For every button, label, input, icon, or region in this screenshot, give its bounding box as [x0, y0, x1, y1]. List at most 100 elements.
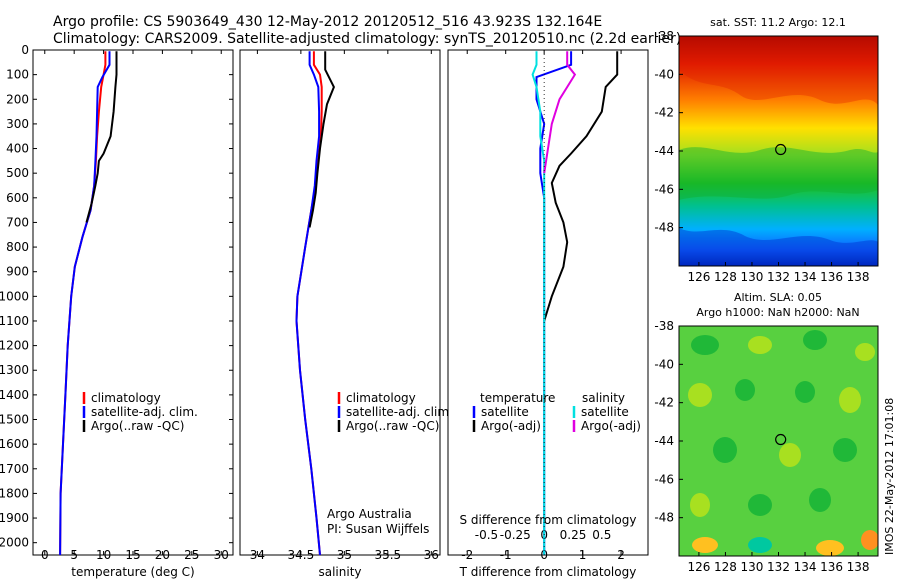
legend-label-climatology: climatology [346, 391, 416, 405]
x-tick-label: 10 [96, 548, 111, 562]
x-tick-label: 15 [125, 548, 140, 562]
x-tick-label: 25 [184, 548, 199, 562]
legend-label-sal-argo: Argo(-adj) [581, 419, 641, 433]
depth-tick-label: 1300 [0, 363, 29, 377]
sla-map-title-line-1: Altim. SLA: 0.05 [734, 291, 822, 304]
x-tick-label: 2 [617, 548, 625, 562]
map-y-tick-label: -38 [654, 319, 674, 333]
map-y-tick-label: -42 [654, 396, 674, 410]
sla-blob [855, 343, 875, 361]
map-y-tick-label: -48 [654, 511, 674, 525]
salinity-diff-tick-label: -0.25 [500, 528, 531, 542]
series-line-salinity-satellite [531, 51, 546, 555]
x-tick-label: 36 [424, 548, 439, 562]
x-tick-label: 20 [155, 548, 170, 562]
depth-tick-label: 600 [6, 191, 29, 205]
temperature-panel: 0100200300400500600700800900100011001200… [0, 43, 648, 579]
map-x-tick-label: 126 [687, 270, 710, 284]
depth-tick-label: 1200 [0, 339, 29, 353]
depth-tick-label: 700 [6, 215, 29, 229]
series-line-argo-raw-qc- [308, 51, 335, 228]
salinity-series [295, 51, 335, 556]
legend-label-satellite: satellite-adj. clim. [346, 405, 453, 419]
x-tick-label: 35 [337, 548, 352, 562]
sla-blob [748, 494, 772, 516]
map-x-tick-label: 136 [820, 560, 843, 574]
temperature-xlabel: temperature (deg C) [71, 565, 194, 579]
salinity-x-axis: 34 34.5 35 35.5 36 [250, 50, 439, 562]
map-y-tick-label: -48 [654, 221, 674, 235]
depth-tick-label: 1700 [0, 462, 29, 476]
sla-blob [809, 488, 831, 512]
map-x-tick-label: 134 [794, 560, 817, 574]
sla-blob [803, 330, 827, 350]
legend-label-temp-satellite: satellite [481, 405, 529, 419]
difference-plot-frame [447, 49, 649, 556]
sla-blob [839, 387, 861, 413]
sla-blob [713, 437, 737, 463]
sla-blob [688, 383, 712, 407]
map-x-tick-label: 128 [714, 270, 737, 284]
argo-location-marker [775, 143, 787, 156]
x-tick-label: 5 [70, 548, 78, 562]
sla-blob [861, 530, 878, 550]
temperature-plot-frame [32, 49, 234, 556]
sla-map-axes: 126 128 130 132 134 136 138-38-40-42-44-46-48 [654, 319, 869, 574]
legend-label-climatology: climatology [91, 391, 161, 405]
x-tick-label: 34 [250, 548, 265, 562]
x-tick-label: 1 [579, 548, 587, 562]
depth-tick-label: 1000 [0, 289, 29, 303]
depth-tick-label: 500 [6, 166, 29, 180]
map-x-tick-label: 126 [687, 560, 710, 574]
sla-blob [833, 438, 857, 462]
depth-tick-label: 200 [6, 92, 29, 106]
map-x-tick-label: 134 [794, 270, 817, 284]
salinity-diff-tick-label: 0.5 [592, 528, 611, 542]
map-y-tick-label: -40 [654, 357, 674, 371]
map-y-tick-label: -42 [654, 106, 674, 120]
depth-tick-label: 1800 [0, 486, 29, 500]
sla-blob [795, 381, 815, 403]
sla-blob [816, 540, 844, 556]
series-line-satellite-adj-clim- [295, 51, 321, 556]
map-x-tick-label: 132 [767, 560, 790, 574]
x-tick-label: -2 [461, 548, 473, 562]
sst-map-field [679, 36, 878, 266]
sst-map-panel: sat. SST: 11.2 Argo: 12.1 126 128 130 132 13… [654, 16, 879, 284]
map-x-tick-label: 130 [741, 270, 764, 284]
depth-tick-label: 900 [6, 265, 29, 279]
map-y-tick-label: -38 [654, 29, 674, 43]
sst-map-title: sat. SST: 11.2 Argo: 12.1 [710, 16, 846, 29]
legend-label-argo: Argo(..raw -QC) [91, 419, 184, 433]
x-tick-label: 0 [41, 548, 49, 562]
temperature-x-axis: 0 5 10 15 20 25 30 [41, 50, 229, 562]
temperature-series [59, 51, 118, 556]
series-line-argo-raw-qc- [85, 51, 118, 223]
depth-tick-label: 1900 [0, 511, 29, 525]
salinity-panel: 34 34.5 35 35.5 36 salinity climatology sate… [239, 49, 453, 579]
x-tick-label: -1 [500, 548, 512, 562]
sla-blob [748, 537, 772, 553]
legend-label-sal-satellite: satellite [581, 405, 629, 419]
map-y-tick-label: -46 [654, 182, 674, 196]
depth-tick-label: 1400 [0, 388, 29, 402]
legend-label-argo: Argo(..raw -QC) [346, 419, 439, 433]
sla-map-title-line-2: Argo h1000: NaN h2000: NaN [696, 306, 859, 319]
map-x-tick-label: 132 [767, 270, 790, 284]
sst-warm-tongue [679, 36, 878, 105]
depth-tick-label: 800 [6, 240, 29, 254]
difference-xlabel: T difference from climatology [459, 565, 637, 579]
argo-location-marker [775, 433, 787, 446]
map-x-tick-label: 138 [847, 560, 870, 574]
legend-heading-temperature: temperature [480, 391, 555, 405]
difference-series [531, 50, 619, 555]
sst-cold-front [679, 228, 878, 266]
depth-tick-label: 1600 [0, 437, 29, 451]
salinity-diff-tick-label: 0.25 [560, 528, 587, 542]
x-tick-label: 35.5 [374, 548, 401, 562]
sla-map-panel: Altim. SLA: 0.05 Argo h1000: NaN h2000: … [654, 291, 879, 574]
sst-map-texture [679, 36, 878, 266]
map-x-tick-label: 130 [741, 560, 764, 574]
sla-map-texture [688, 330, 878, 556]
